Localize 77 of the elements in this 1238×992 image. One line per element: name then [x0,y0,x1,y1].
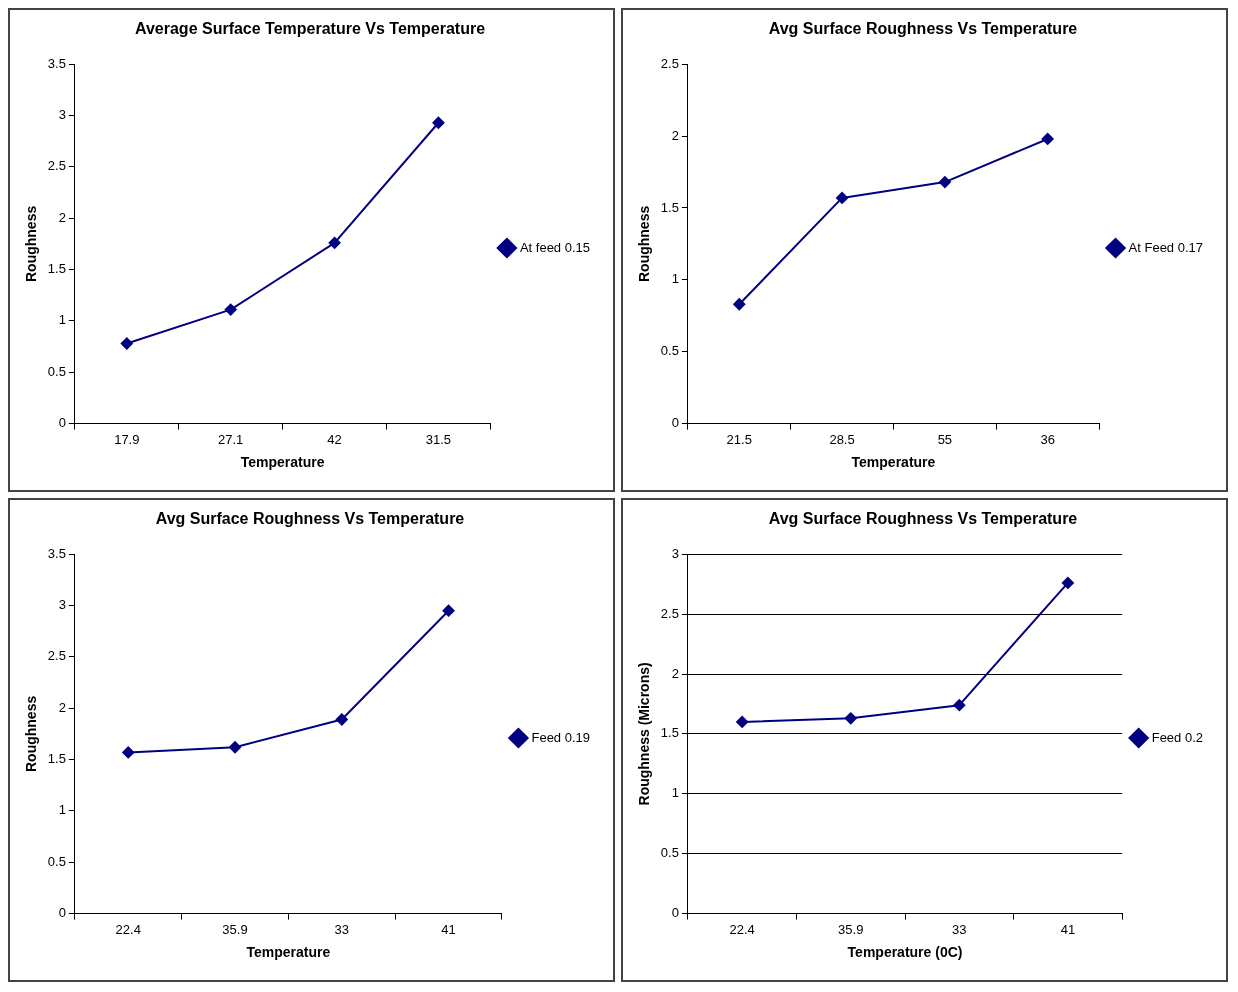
y-tick-label: 1.5 [47,261,66,277]
y-tick-label: 0 [58,415,66,431]
point [953,699,966,712]
y-tick-label: 3 [671,545,679,561]
point [736,715,749,728]
y-tick-label: 2.5 [660,55,679,71]
y-tick-label: 2 [58,699,66,715]
legend-label: At feed 0.15 [519,239,591,255]
chart-title: Avg Surface Roughness Vs Temperature [155,510,465,528]
point [224,303,237,316]
y-tick-label: 0.5 [47,853,66,869]
chart-title: Average Surface Temperature Vs Temperature [134,20,486,38]
point [844,712,857,725]
point [938,176,951,189]
x-tick-label: 42 [327,431,342,447]
legend-label: At Feed 0.17 [1128,239,1204,255]
y-tick-label: 0.5 [660,343,679,359]
y-axis-title: Roughness [23,695,40,773]
y-tick-label: 1 [58,802,66,818]
y-tick-label: 2.5 [660,605,679,621]
point [836,191,849,204]
point [120,337,133,350]
y-tick-label: 0.5 [660,845,679,861]
y-axis-title: Roughness (Microns) [636,662,653,806]
y-tick-label: 1.5 [47,751,66,767]
point [328,236,341,249]
x-axis-title: Temperature [240,454,325,471]
legend-label: Feed 0.2 [1151,729,1204,745]
x-tick-label: 55 [937,431,953,447]
x-tick-label: 28.5 [829,431,855,447]
y-tick-label: 2.5 [47,648,66,664]
legend-label: Feed 0.19 [531,729,590,745]
y-tick-label: 0 [671,415,679,431]
x-tick-label: 41 [1060,921,1076,937]
x-tick-label: 22.4 [729,921,755,937]
y-tick-label: 3 [58,107,66,123]
y-axis-title: Roughness [636,205,653,283]
x-tick-label: 17.9 [114,431,140,447]
y-tick-label: 1 [671,785,679,801]
y-axis-title: Roughness [23,205,40,283]
point [432,116,445,129]
y-tick-label: 0 [58,905,66,921]
x-tick-label: 35.9 [838,921,864,937]
point [442,604,455,617]
x-tick-label: 35.9 [222,921,248,937]
y-tick-label: 0 [671,905,679,921]
x-axis-title: Temperature [851,454,936,471]
x-tick-label: 33 [334,921,350,937]
point [122,746,135,759]
y-tick-label: 0.5 [47,363,66,379]
x-tick-label: 21.5 [726,431,752,447]
y-tick-label: 2.5 [47,158,66,174]
point [1041,132,1054,145]
y-tick-label: 2 [58,209,66,225]
point [335,713,348,726]
y-tick-label: 3.5 [47,55,66,71]
y-tick-label: 2 [671,127,679,143]
x-tick-label: 27.1 [218,431,244,447]
x-tick-label: 36 [1040,431,1055,447]
x-tick-label: 31.5 [425,431,452,447]
y-tick-label: 3.5 [47,545,66,561]
point [733,298,746,311]
x-tick-label: 33 [952,921,967,937]
point [229,741,242,754]
y-tick-label: 1.5 [660,199,679,215]
x-tick-label: 41 [441,921,456,937]
y-tick-label: 1.5 [660,725,679,741]
y-tick-label: 3 [58,597,66,613]
y-tick-label: 1 [671,271,679,287]
chart-title: Avg Surface Roughness Vs Temperature [768,20,1078,38]
x-axis-title: Temperature (0C) [847,944,963,961]
point [1061,576,1074,589]
x-tick-label: 22.4 [115,921,141,937]
chart-title: Avg Surface Roughness Vs Temperature [768,510,1078,528]
x-axis-title: Temperature [246,944,331,961]
y-tick-label: 2 [671,665,679,681]
y-tick-label: 1 [58,312,66,328]
